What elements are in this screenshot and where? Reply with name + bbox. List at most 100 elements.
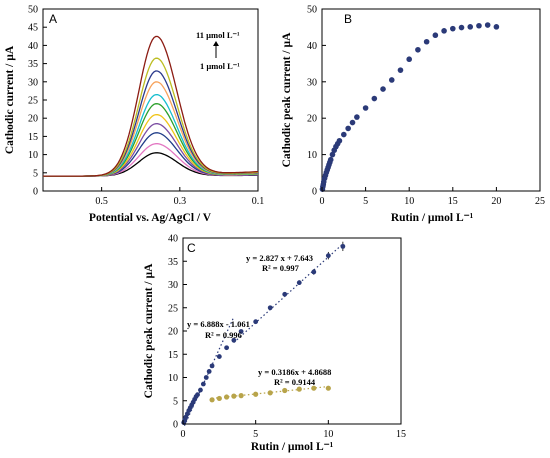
trend-line	[212, 385, 329, 399]
panel-c-y-label: Cathodic peak current / µA	[143, 263, 155, 399]
data-point	[371, 95, 378, 102]
data-point	[209, 363, 215, 369]
data-point	[476, 22, 482, 29]
x-tick-label: 0	[320, 196, 325, 207]
x-tick-label: 0.1	[252, 196, 265, 207]
y-tick-label: 5	[33, 168, 38, 179]
panel-b-plot-area	[321, 8, 541, 192]
panel-c-y-ticks: 0 5 10 15 20 25 30 35 40	[168, 234, 187, 431]
voltammogram-curve	[43, 123, 259, 177]
panel-a-x-label: Potential vs. Ag/AgCl / V	[89, 212, 212, 224]
x-tick-label: 15	[396, 429, 406, 440]
x-tick-label: 5	[253, 429, 258, 440]
data-point	[406, 56, 413, 63]
data-point	[327, 156, 334, 163]
data-point	[200, 381, 206, 387]
data-point	[296, 280, 302, 286]
panel-a-annotation-bottom: 1 µmol L⁻¹	[200, 61, 240, 71]
data-point	[195, 392, 200, 398]
panel-b-chart: B 0 5 10 15 20 25 0 10 20 30 40 50 Rutin / µmol L⁻…	[281, 5, 545, 225]
y-tick-label: 50	[307, 5, 317, 16]
panel-b-points	[319, 22, 500, 192]
x-tick-label: 25	[535, 196, 545, 207]
data-point	[325, 385, 331, 391]
data-point	[253, 391, 259, 397]
panel-a-letter: A	[49, 12, 57, 26]
data-point	[267, 305, 273, 311]
fit-3-equation: y = 0.3186x + 4.8688	[258, 367, 331, 377]
data-point	[340, 243, 346, 249]
data-point	[345, 125, 351, 132]
data-point	[397, 67, 404, 73]
data-point	[203, 375, 209, 380]
fit-1-equation: y = 6.888x - 1.061	[187, 319, 250, 329]
y-tick-label: 10	[28, 150, 38, 161]
x-tick-label: 0.3	[174, 196, 187, 207]
y-tick-label: 20	[307, 114, 317, 125]
data-point	[296, 386, 302, 392]
y-tick-label: 0	[33, 187, 38, 198]
y-tick-label: 35	[28, 59, 38, 70]
data-point	[329, 151, 336, 158]
fit-3-r2: R² = 0.9144	[274, 377, 316, 387]
data-point	[423, 38, 430, 45]
panel-a-arrow-head	[213, 41, 219, 46]
data-point	[198, 387, 203, 393]
data-point	[341, 131, 347, 138]
panel-c-chart: C y = 2.827 x + 7.643 R² = 0.997 y = 6.8…	[143, 234, 406, 454]
data-point	[388, 77, 395, 83]
panel-b-y-ticks: 0 10 20 30 40 50	[307, 5, 326, 198]
data-point	[224, 394, 230, 400]
data-point	[253, 319, 259, 325]
data-point	[450, 25, 456, 32]
data-point	[282, 291, 288, 297]
trend-line	[233, 243, 344, 343]
x-tick-label: 0.5	[95, 196, 108, 207]
data-point	[432, 32, 439, 39]
y-tick-label: 40	[28, 41, 38, 52]
data-point	[467, 24, 474, 30]
panel-a-x-ticks: 0.5 0.3 0.1	[95, 187, 264, 207]
fit-1-r2: R² = 0.996	[205, 330, 242, 340]
panel-a-curves	[43, 35, 259, 177]
y-tick-label: 20	[28, 114, 38, 125]
data-point	[362, 105, 369, 111]
data-point	[206, 369, 212, 374]
panel-c-x-ticks: 0 5 10 15	[181, 420, 406, 440]
data-point	[311, 269, 317, 275]
data-point	[493, 24, 500, 30]
panel-a-y-ticks: 0 5 10 15 20 25 30 35 40 45 50	[28, 5, 47, 198]
panel-c-letter: C	[187, 241, 196, 255]
y-tick-label: 30	[307, 77, 317, 88]
y-tick-label: 10	[168, 373, 178, 384]
y-tick-label: 15	[28, 132, 38, 143]
y-tick-label: 0	[173, 420, 178, 431]
y-tick-label: 25	[168, 303, 178, 314]
y-tick-label: 0	[312, 187, 317, 198]
data-point	[267, 390, 273, 396]
data-point	[484, 22, 491, 28]
data-point	[349, 119, 356, 126]
panel-a-annotation-top: 11 µmol L⁻¹	[196, 30, 240, 40]
data-point	[325, 253, 331, 259]
x-tick-label: 5	[363, 196, 368, 207]
x-tick-label: 15	[448, 196, 458, 207]
y-tick-label: 5	[173, 396, 178, 407]
x-tick-label: 10	[323, 429, 333, 440]
x-tick-label: 20	[491, 196, 501, 207]
panel-a-y-label: Cathodic current / µA	[4, 45, 16, 154]
x-tick-label: 10	[404, 196, 414, 207]
data-point	[216, 395, 222, 402]
voltammogram-curve	[43, 143, 258, 177]
fit-2-equation: y = 2.827 x + 7.643	[246, 253, 313, 263]
panel-c-fit-lines	[183, 243, 344, 426]
y-tick-label: 10	[307, 150, 317, 161]
panel-b-x-ticks: 0 5 10 15 20 25	[320, 187, 545, 207]
y-tick-label: 30	[28, 77, 38, 88]
y-tick-label: 15	[168, 350, 178, 361]
panel-c-x-label: Rutin / µmol L⁻¹	[251, 441, 333, 453]
data-point	[354, 114, 360, 120]
voltammogram-curve	[43, 103, 258, 177]
x-tick-label: 0	[181, 429, 186, 440]
voltammogram-curve	[43, 35, 258, 177]
